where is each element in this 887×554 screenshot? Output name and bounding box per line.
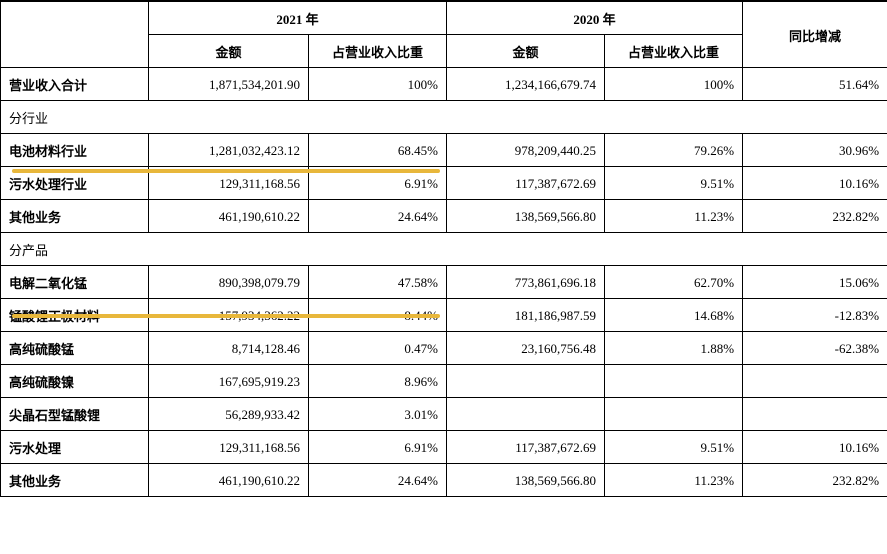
cell-amount-2020 (447, 365, 605, 398)
cell-yoy: 10.16% (743, 431, 887, 464)
cell-amount-2021: 1,871,534,201.90 (149, 68, 309, 101)
cell-amount-2020: 138,569,566.80 (447, 200, 605, 233)
cell-amount-2021: 8,714,128.46 (149, 332, 309, 365)
cell-amount-2021: 461,190,610.22 (149, 464, 309, 497)
cell-yoy: -62.38% (743, 332, 887, 365)
header-amount-2020: 金额 (447, 35, 605, 68)
header-yoy: 同比增减 (743, 1, 887, 68)
cell-yoy: -12.83% (743, 299, 887, 332)
cell-label: 电解二氧化锰 (1, 266, 149, 299)
cell-pct-2020: 11.23% (605, 200, 743, 233)
cell-amount-2021: 461,190,610.22 (149, 200, 309, 233)
section-label: 分产品 (1, 233, 887, 266)
cell-label: 其他业务 (1, 464, 149, 497)
cell-amount-2020: 23,160,756.48 (447, 332, 605, 365)
cell-pct-2020: 100% (605, 68, 743, 101)
cell-pct-2021: 24.64% (309, 464, 447, 497)
table-row: 电池材料行业 1,281,032,423.12 68.45% 978,209,4… (1, 134, 887, 167)
cell-label: 电池材料行业 (1, 134, 149, 167)
cell-amount-2020: 181,186,987.59 (447, 299, 605, 332)
header-pct-2021: 占营业收入比重 (309, 35, 447, 68)
table-header: 2021 年 2020 年 同比增减 金额 占营业收入比重 金额 占营业收入比重 (1, 1, 887, 68)
cell-amount-2021: 890,398,079.79 (149, 266, 309, 299)
table-wrapper: 2021 年 2020 年 同比增减 金额 占营业收入比重 金额 占营业收入比重… (0, 0, 887, 497)
cell-label: 尖晶石型锰酸锂 (1, 398, 149, 431)
cell-pct-2021: 24.64% (309, 200, 447, 233)
cell-pct-2021: 68.45% (309, 134, 447, 167)
cell-pct-2020: 62.70% (605, 266, 743, 299)
header-year-2021: 2021 年 (149, 1, 447, 35)
table-row: 高纯硫酸镍 167,695,919.23 8.96% (1, 365, 887, 398)
table-row: 其他业务 461,190,610.22 24.64% 138,569,566.8… (1, 464, 887, 497)
cell-amount-2020: 117,387,672.69 (447, 167, 605, 200)
header-year-2020: 2020 年 (447, 1, 743, 35)
table-row: 污水处理 129,311,168.56 6.91% 117,387,672.69… (1, 431, 887, 464)
cell-pct-2020: 79.26% (605, 134, 743, 167)
cell-pct-2021: 100% (309, 68, 447, 101)
cell-amount-2020 (447, 398, 605, 431)
row-section-product: 分产品 (1, 233, 887, 266)
table-body: 营业收入合计 1,871,534,201.90 100% 1,234,166,6… (1, 68, 887, 497)
cell-pct-2020: 9.51% (605, 167, 743, 200)
cell-yoy: 232.82% (743, 464, 887, 497)
cell-pct-2020: 9.51% (605, 431, 743, 464)
row-total: 营业收入合计 1,871,534,201.90 100% 1,234,166,6… (1, 68, 887, 101)
cell-label: 其他业务 (1, 200, 149, 233)
cell-amount-2020: 117,387,672.69 (447, 431, 605, 464)
cell-yoy (743, 365, 887, 398)
section-label: 分行业 (1, 101, 887, 134)
financial-table: 2021 年 2020 年 同比增减 金额 占营业收入比重 金额 占营业收入比重… (0, 0, 887, 497)
table-row: 尖晶石型锰酸锂 56,289,933.42 3.01% (1, 398, 887, 431)
highlight-line-2 (12, 314, 440, 318)
cell-yoy: 51.64% (743, 68, 887, 101)
cell-yoy: 30.96% (743, 134, 887, 167)
table-row: 高纯硫酸锰 8,714,128.46 0.47% 23,160,756.48 1… (1, 332, 887, 365)
cell-yoy (743, 398, 887, 431)
cell-pct-2021: 3.01% (309, 398, 447, 431)
highlight-line-1 (12, 169, 440, 173)
cell-yoy: 10.16% (743, 167, 887, 200)
cell-pct-2020: 1.88% (605, 332, 743, 365)
cell-pct-2021: 0.47% (309, 332, 447, 365)
cell-amount-2021: 1,281,032,423.12 (149, 134, 309, 167)
row-section-industry: 分行业 (1, 101, 887, 134)
cell-amount-2020: 1,234,166,679.74 (447, 68, 605, 101)
cell-amount-2021: 56,289,933.42 (149, 398, 309, 431)
cell-pct-2021: 47.58% (309, 266, 447, 299)
cell-pct-2021: 8.96% (309, 365, 447, 398)
cell-amount-2021: 167,695,919.23 (149, 365, 309, 398)
cell-label: 高纯硫酸锰 (1, 332, 149, 365)
header-blank (1, 1, 149, 68)
table-row: 电解二氧化锰 890,398,079.79 47.58% 773,861,696… (1, 266, 887, 299)
cell-pct-2020 (605, 365, 743, 398)
cell-label: 污水处理 (1, 431, 149, 464)
cell-pct-2020 (605, 398, 743, 431)
header-pct-2020: 占营业收入比重 (605, 35, 743, 68)
cell-amount-2020: 138,569,566.80 (447, 464, 605, 497)
cell-pct-2020: 11.23% (605, 464, 743, 497)
cell-yoy: 15.06% (743, 266, 887, 299)
cell-amount-2021: 129,311,168.56 (149, 431, 309, 464)
header-amount-2021: 金额 (149, 35, 309, 68)
cell-label: 高纯硫酸镍 (1, 365, 149, 398)
cell-amount-2020: 773,861,696.18 (447, 266, 605, 299)
cell-label: 营业收入合计 (1, 68, 149, 101)
cell-pct-2020: 14.68% (605, 299, 743, 332)
cell-amount-2020: 978,209,440.25 (447, 134, 605, 167)
cell-yoy: 232.82% (743, 200, 887, 233)
cell-pct-2021: 6.91% (309, 431, 447, 464)
table-row: 其他业务 461,190,610.22 24.64% 138,569,566.8… (1, 200, 887, 233)
